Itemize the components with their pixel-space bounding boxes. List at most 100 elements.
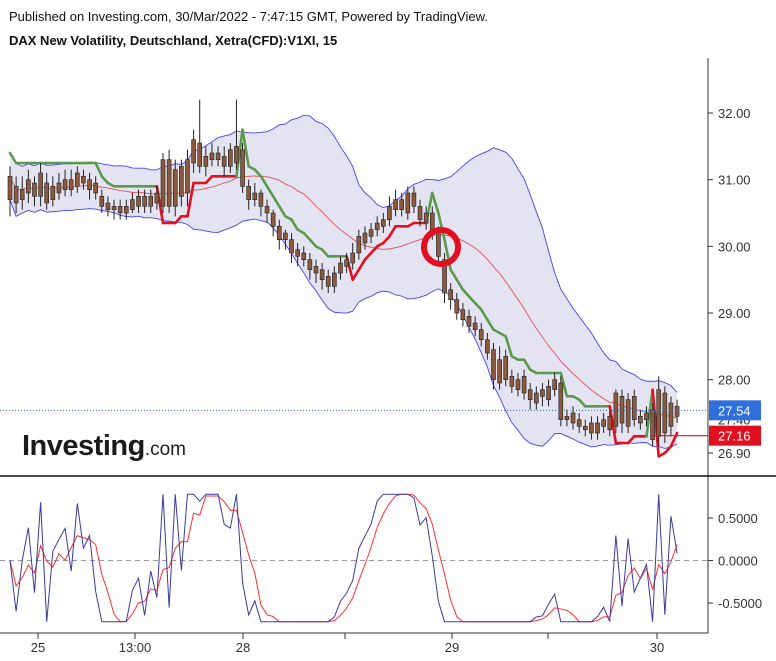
- candle-body: [105, 202, 111, 210]
- candle-body: [148, 196, 154, 207]
- supertrend-segment: [626, 435, 636, 445]
- candle-body: [215, 152, 221, 160]
- candle-body: [448, 289, 453, 300]
- candle-body: [638, 416, 643, 424]
- candle-body: [436, 232, 441, 257]
- price-tag-label: 27.16: [718, 429, 751, 444]
- candle-body: [552, 379, 557, 390]
- candle-body: [656, 389, 662, 437]
- price-tag: [709, 425, 761, 446]
- supertrend-segment: [204, 175, 214, 185]
- candle-body: [44, 182, 50, 204]
- supertrend-segment: [455, 278, 465, 291]
- candle-body: [325, 276, 331, 287]
- candle-body: [515, 379, 521, 390]
- candle-body: [221, 156, 227, 167]
- candle-body: [68, 179, 74, 190]
- supertrend-segment: [186, 181, 195, 218]
- candle-body: [540, 389, 545, 397]
- logo-suffix: .com: [144, 439, 186, 460]
- candle-body: [154, 192, 160, 204]
- symbol-title: DAX New Volatility, Deutschland, Xetra(C…: [9, 33, 338, 48]
- candle-body: [564, 416, 570, 420]
- candle-body: [179, 166, 184, 197]
- supertrend-segment: [437, 211, 446, 241]
- supertrend-segment: [277, 205, 287, 218]
- candle-body: [509, 376, 515, 387]
- candle-body: [387, 206, 392, 220]
- x-tick-label: 30: [650, 640, 664, 655]
- candle-body: [228, 149, 233, 167]
- candle-body: [81, 176, 86, 184]
- candle-body: [644, 412, 649, 420]
- candle-body: [7, 176, 13, 200]
- supertrend-segment: [577, 398, 587, 408]
- supertrend-segment: [253, 168, 263, 178]
- candle-body: [423, 212, 429, 224]
- candle-body: [283, 232, 288, 240]
- supertrend-segment: [388, 225, 397, 238]
- supertrend-segment: [449, 268, 459, 281]
- y-tick-label: 26.90: [718, 446, 751, 461]
- price-tag: [709, 400, 761, 421]
- candle-body: [442, 259, 447, 294]
- candle-body: [32, 182, 37, 197]
- supertrend-segment: [259, 175, 269, 188]
- supertrend-segment: [559, 371, 569, 398]
- band-upper: [9, 114, 678, 393]
- osc-y-tick-label: 0.5000: [718, 511, 758, 526]
- candle-body: [417, 206, 423, 220]
- candle-body: [172, 169, 178, 207]
- supertrend-segment: [479, 308, 489, 321]
- candle-body: [405, 192, 411, 214]
- candle-body: [166, 159, 172, 207]
- candle-body: [613, 392, 619, 427]
- candle-body: [546, 386, 551, 400]
- candle-body: [203, 156, 209, 167]
- candle-body: [276, 226, 282, 240]
- candle-body: [674, 406, 680, 417]
- supertrend-segment: [608, 405, 618, 445]
- supertrend-segment: [94, 161, 104, 178]
- supertrend-segment: [155, 185, 165, 225]
- y-tick-label: 31.00: [718, 173, 751, 188]
- candle-body: [62, 179, 68, 190]
- chart-frame: [0, 58, 776, 634]
- candle-body: [625, 399, 631, 427]
- candle-body: [503, 356, 509, 380]
- supertrend-segment: [308, 238, 318, 248]
- candle-body: [123, 206, 129, 214]
- candle-body: [631, 396, 637, 420]
- supertrend-segment: [645, 388, 654, 438]
- candle-body: [558, 382, 564, 420]
- candle-body: [589, 422, 594, 434]
- candle-body: [607, 416, 613, 430]
- candle-body: [130, 199, 135, 210]
- candle-body: [264, 206, 270, 214]
- candle-body: [393, 199, 398, 210]
- candle-body: [301, 252, 307, 260]
- candle-body: [197, 142, 203, 167]
- supertrend-segment: [173, 215, 183, 225]
- candle-body: [362, 232, 368, 244]
- candle-body: [619, 396, 625, 424]
- candle-body: [160, 159, 166, 207]
- osc-y-tick-label: 0.0000: [718, 554, 758, 569]
- supertrend-segment: [473, 301, 483, 311]
- candle-body: [252, 192, 258, 200]
- candle-body: [307, 259, 313, 270]
- supertrend-segment: [369, 245, 379, 255]
- candle-body: [93, 182, 98, 194]
- candle-body: [570, 412, 576, 424]
- supertrend-segment: [504, 335, 514, 358]
- supertrend-segment: [8, 151, 18, 165]
- candle-body: [142, 196, 147, 207]
- candle-body: [534, 392, 539, 404]
- candle-body: [50, 186, 56, 200]
- x-tick-label: 25: [31, 640, 45, 655]
- candle-body: [234, 146, 239, 164]
- candle-body: [381, 219, 386, 227]
- candle-body: [191, 139, 196, 164]
- candle-body: [111, 206, 117, 210]
